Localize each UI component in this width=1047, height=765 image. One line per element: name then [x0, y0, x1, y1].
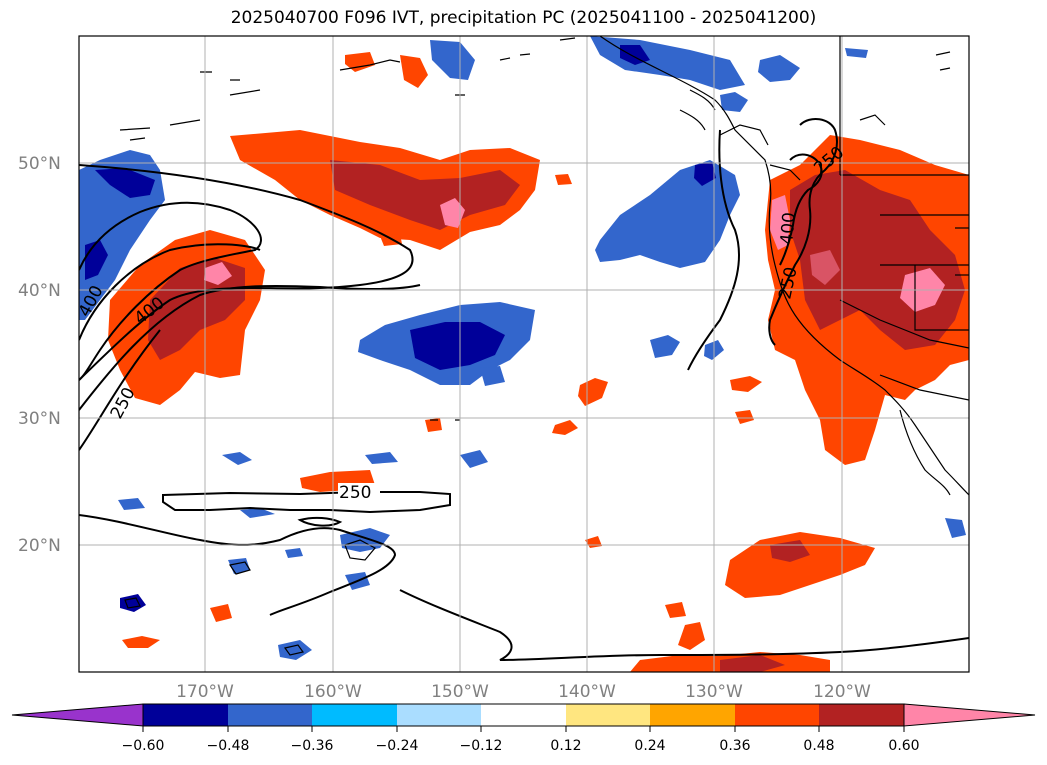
colorbar-label: −0.36 — [291, 738, 334, 754]
colorbar-bin — [566, 704, 650, 726]
lat-label-30n: 30°N — [18, 409, 61, 429]
colorbar-bin — [481, 704, 566, 726]
map-layers: 250 250 400 400 250 250 400 — [79, 36, 969, 672]
positive-anomaly-us-west — [765, 135, 969, 465]
colorbar-bin — [228, 704, 312, 726]
map-title: 2025040700 F096 IVT, precipitation PC (2… — [230, 8, 817, 28]
gridlines — [79, 36, 969, 672]
longitude-labels: 170°W 160°W 150°W 140°W 130°W 120°W — [176, 682, 871, 702]
colorbar-extend-min — [11, 703, 144, 727]
colorbar-bin — [650, 704, 735, 726]
colorbar-bin — [735, 704, 819, 726]
colorbar-bin — [397, 704, 481, 726]
negative-anomaly-central-pacific — [358, 302, 535, 386]
map-frame — [78, 35, 970, 673]
colorbar-bin — [312, 704, 397, 726]
colorbar-tick-labels: −0.60 −0.48 −0.36 −0.24 −0.12 0.12 0.24 … — [122, 738, 920, 754]
negative-anomaly-northeast-pacific — [595, 160, 740, 268]
colorbar-label: −0.48 — [207, 738, 250, 754]
colorbar-extend-max — [903, 703, 1036, 727]
lon-label-140w: 140°W — [558, 682, 616, 702]
contour-label-400-coast: 400 — [777, 211, 800, 245]
colorbar-ticks — [142, 726, 905, 732]
lat-label-20n: 20°N — [18, 536, 61, 556]
latitude-labels: 50°N 40°N 30°N 20°N — [18, 154, 61, 556]
lat-label-40n: 40°N — [18, 281, 61, 301]
ivt-contours — [79, 118, 969, 661]
coastlines — [119, 36, 969, 656]
lon-label-130w: 130°W — [685, 682, 743, 702]
lon-label-150w: 150°W — [431, 682, 489, 702]
colorbar-label: 0.48 — [803, 738, 834, 754]
lon-label-120w: 120°W — [813, 682, 871, 702]
colorbar-frame — [142, 703, 905, 727]
colorbar: −0.60 −0.48 −0.36 −0.24 −0.12 0.12 0.24 … — [11, 703, 1036, 754]
positive-anomaly-atmospheric-river — [108, 230, 265, 405]
contour-label-250-central: 250 — [339, 483, 371, 503]
lon-label-160w: 160°W — [304, 682, 362, 702]
lon-label-170w: 170°W — [176, 682, 234, 702]
colorbar-label: 0.60 — [888, 738, 919, 754]
colorbar-label: −0.12 — [460, 738, 503, 754]
colorbar-bin — [143, 704, 228, 726]
positive-anomaly-north-pacific — [230, 130, 540, 250]
colorbar-label: −0.24 — [376, 738, 419, 754]
negative-anomaly-alaska-canada — [430, 36, 868, 112]
colorbar-label: 0.36 — [719, 738, 750, 754]
colorbar-bin — [819, 704, 904, 726]
colorbar-label: 0.24 — [634, 738, 665, 754]
colorbar-label: 0.12 — [550, 738, 581, 754]
colorbar-label: −0.60 — [122, 738, 165, 754]
lat-label-50n: 50°N — [18, 154, 61, 174]
